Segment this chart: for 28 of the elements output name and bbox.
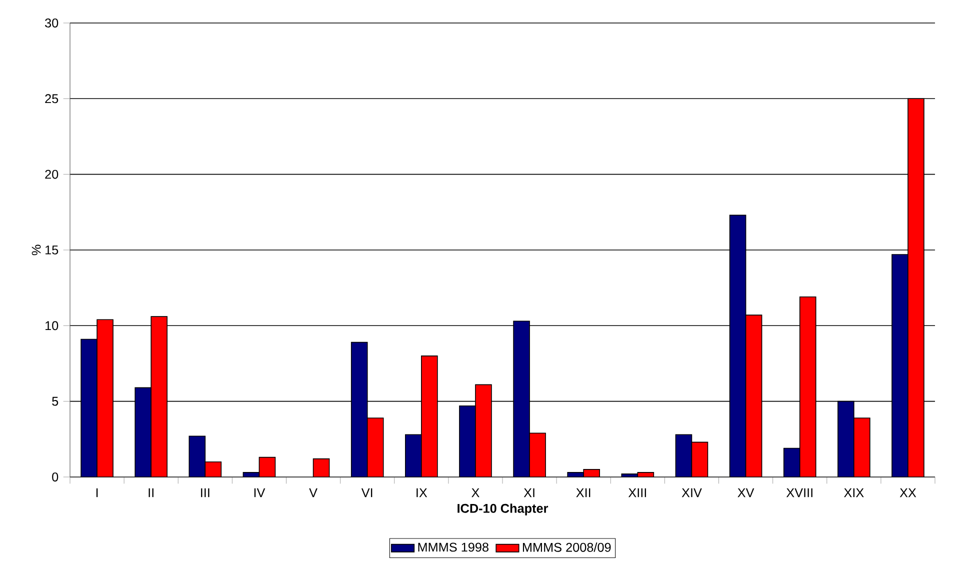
y-axis-title: % — [32, 244, 41, 256]
y-tick-label: 5 — [52, 396, 58, 406]
x-tick-label: III — [201, 488, 210, 498]
y-tick-label: 15 — [46, 246, 58, 254]
x-tick-label: XII — [576, 488, 590, 498]
x-tick-label: XV — [738, 488, 754, 498]
x-tick-label: IV — [254, 488, 266, 498]
x-tick-label: I — [96, 488, 98, 498]
x-tick-label: XVIII — [786, 488, 812, 498]
x-tick-label: XI — [524, 488, 534, 498]
y-tick-label: 30 — [45, 18, 58, 28]
legend-label: MMMS 1998 — [418, 542, 488, 552]
bar — [312, 458, 330, 477]
y-tick-label: 10 — [46, 321, 58, 330]
legend-label: MMMS 2008/09 — [522, 542, 611, 552]
x-tick-label: IX — [416, 488, 428, 498]
x-tick-label: XIX — [844, 488, 864, 498]
x-tick-label: II — [148, 488, 154, 498]
y-tick-label: 20 — [45, 170, 58, 179]
y-tick-label: 25 — [45, 94, 58, 104]
x-tick-label: XIV — [682, 488, 702, 498]
y-tick-label: 0 — [52, 472, 58, 482]
x-tick-label: V — [309, 488, 318, 498]
x-axis-title: ICD-10 Chapter — [458, 504, 548, 516]
x-tick-label: XX — [900, 488, 916, 498]
x-tick-label: X — [472, 488, 480, 498]
x-tick-label: VI — [361, 488, 372, 498]
x-tick-label: XIII — [628, 488, 646, 498]
